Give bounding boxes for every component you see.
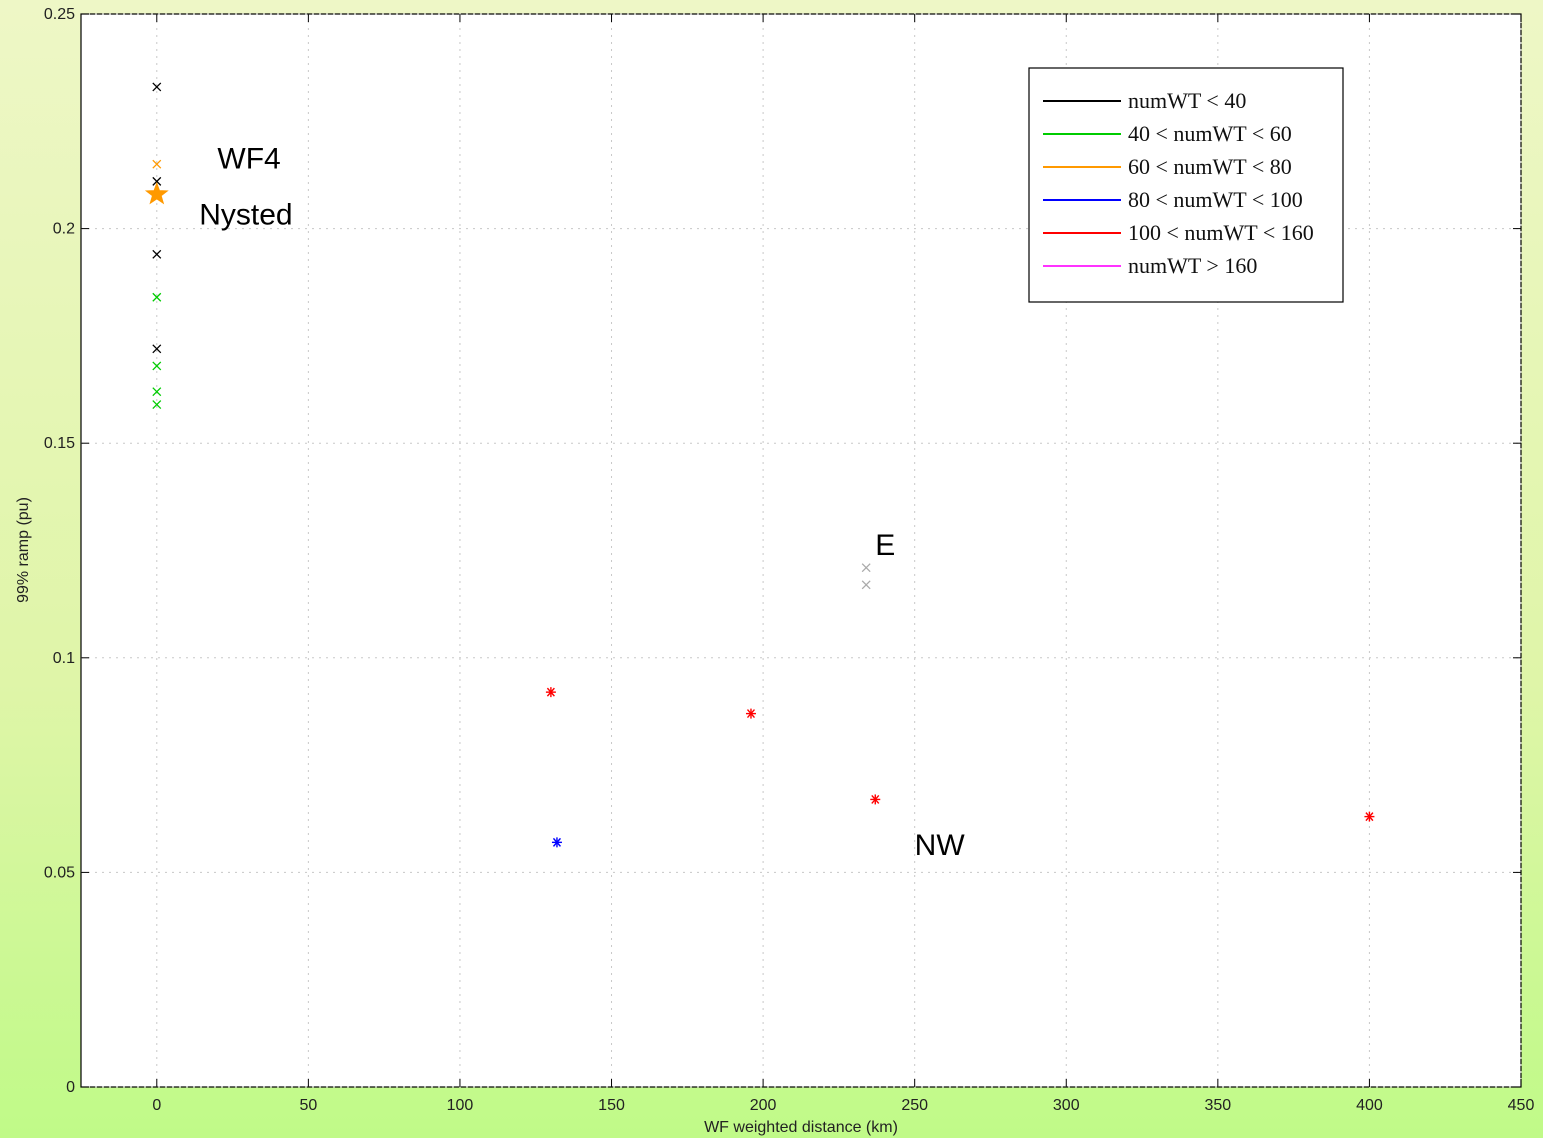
x-tick-label: 350	[1204, 1097, 1231, 1114]
y-tick-label: 0.05	[44, 864, 75, 881]
asterisk-marker-point	[551, 837, 562, 848]
x-tick-label: 400	[1356, 1097, 1383, 1114]
y-axis-label: 99% ramp (pu)	[15, 497, 32, 603]
asterisk-marker-point	[545, 687, 556, 698]
annotations: WF4 Nysted E NW	[199, 143, 965, 863]
x-tick-label: 100	[447, 1097, 474, 1114]
legend-entry-label: 100 < numWT < 160	[1128, 220, 1314, 245]
grid-lines	[81, 13, 1522, 1088]
legend: numWT < 40 40 < numWT < 60 60 < numWT < 80…	[1028, 67, 1344, 303]
x-marker-point	[152, 344, 162, 354]
x-tick-label: 150	[598, 1097, 625, 1114]
x-marker-point	[152, 82, 162, 92]
legend-entry-label: numWT < 40	[1128, 88, 1246, 113]
x-marker-point	[152, 387, 162, 397]
legend-entry-label: 60 < numWT < 80	[1128, 154, 1292, 179]
star-marker-point	[144, 181, 169, 205]
legend-box	[1028, 67, 1344, 303]
x-marker-point	[152, 249, 162, 259]
x-marker-point	[152, 361, 162, 371]
x-tick-label: 250	[901, 1097, 928, 1114]
asterisk-marker-point	[1364, 811, 1375, 822]
legend-entry-label: 80 < numWT < 100	[1128, 187, 1303, 212]
y-tick-label: 0.25	[44, 6, 75, 23]
x-tick-label: 200	[750, 1097, 777, 1114]
x-marker-point	[152, 400, 162, 410]
asterisk-marker-point	[870, 794, 881, 805]
legend-entry-label: 40 < numWT < 60	[1128, 121, 1292, 146]
x-marker-point	[152, 159, 162, 169]
x-marker-point	[861, 563, 871, 573]
data-points	[144, 82, 1375, 848]
y-tick-label: 0	[66, 1079, 75, 1096]
y-tick-label: 0.15	[44, 435, 75, 452]
annotation-label: NW	[915, 829, 966, 862]
x-marker-point	[861, 580, 871, 590]
annotation-label: Nysted	[199, 198, 292, 231]
legend-entry-label: numWT > 160	[1128, 253, 1257, 278]
x-axis-label: WF weighted distance (km)	[704, 1119, 898, 1136]
x-tick-label: 450	[1508, 1097, 1535, 1114]
x-tick-label: 300	[1053, 1097, 1080, 1114]
x-tick-label: 0	[152, 1097, 161, 1114]
y-tick-label: 0.2	[53, 221, 75, 238]
x-tick-label: 50	[299, 1097, 317, 1114]
axis-ticks: 0 50 100 150 200 250 300 350 400 450 0 0.05 0.1 0.15 0…	[44, 6, 1535, 1114]
asterisk-marker-point	[745, 708, 756, 719]
x-marker-point	[152, 176, 162, 186]
annotation-label: E	[875, 529, 895, 562]
y-tick-label: 0.1	[53, 650, 75, 667]
x-marker-point	[152, 292, 162, 302]
annotation-label: WF4	[217, 143, 280, 176]
